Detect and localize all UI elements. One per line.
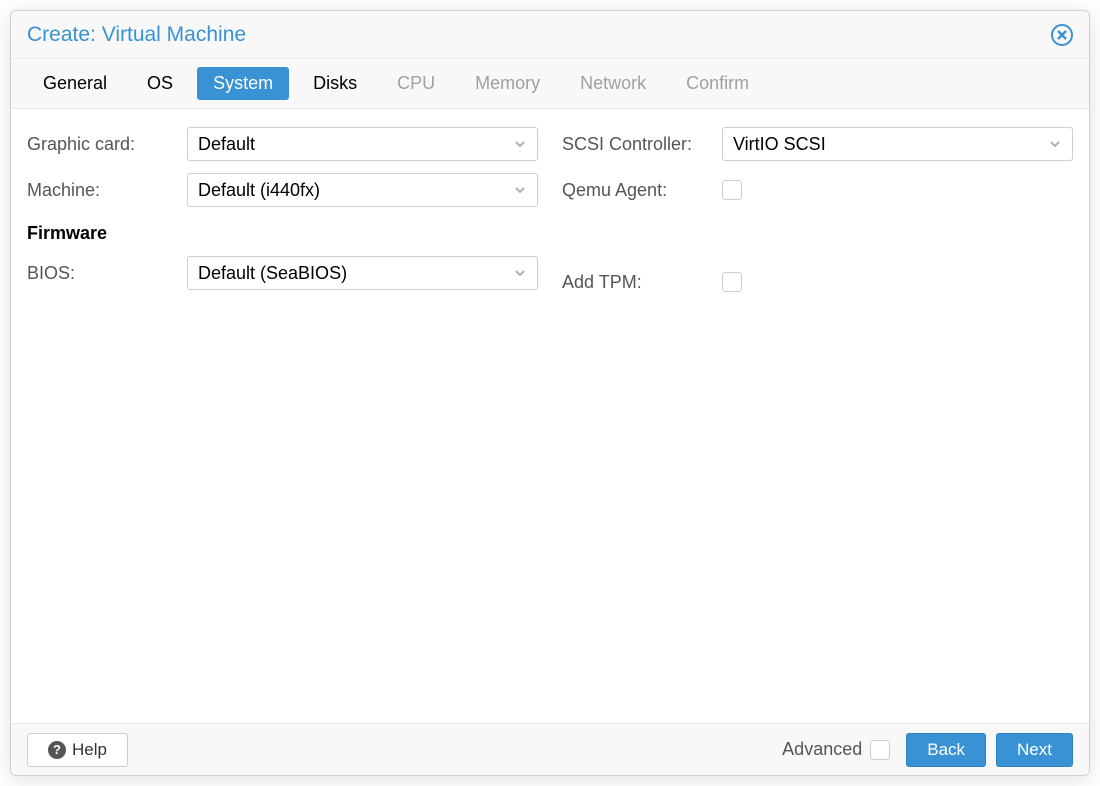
tab-general[interactable]: General [27, 67, 123, 100]
scsi-label: SCSI Controller: [562, 134, 722, 155]
machine-label: Machine: [27, 180, 187, 201]
qemu-agent-label: Qemu Agent: [562, 180, 722, 201]
next-button[interactable]: Next [996, 733, 1073, 767]
machine-select[interactable]: Default (i440fx) [187, 173, 538, 207]
help-label: Help [72, 740, 107, 760]
graphic-card-label: Graphic card: [27, 134, 187, 155]
graphic-card-value: Default [198, 134, 255, 155]
machine-value: Default (i440fx) [198, 180, 320, 201]
firmware-heading: Firmware [27, 223, 538, 244]
scsi-row: SCSI Controller: VirtIO SCSI [562, 127, 1073, 161]
dialog-body: Graphic card: Default Machine: Default (… [11, 109, 1089, 723]
bios-label: BIOS: [27, 263, 187, 284]
add-tpm-checkbox[interactable] [722, 272, 742, 292]
advanced-label: Advanced [782, 739, 862, 760]
dialog-title: Create: Virtual Machine [27, 23, 246, 47]
advanced-toggle[interactable]: Advanced [782, 739, 890, 760]
chevron-down-icon [513, 183, 527, 197]
tab-confirm[interactable]: Confirm [670, 67, 765, 100]
tab-system[interactable]: System [197, 67, 289, 100]
bios-value: Default (SeaBIOS) [198, 263, 347, 284]
tab-disks[interactable]: Disks [297, 67, 373, 100]
chevron-down-icon [1048, 137, 1062, 151]
tab-memory[interactable]: Memory [459, 67, 556, 100]
spacer [562, 219, 1073, 253]
right-column: SCSI Controller: VirtIO SCSI Qemu Agent:… [562, 127, 1073, 705]
close-icon [1056, 29, 1068, 41]
footer-left: ? Help [27, 733, 128, 767]
tab-os[interactable]: OS [131, 67, 189, 100]
help-icon: ? [48, 741, 66, 759]
scsi-controller-select[interactable]: VirtIO SCSI [722, 127, 1073, 161]
help-button[interactable]: ? Help [27, 733, 128, 767]
advanced-checkbox[interactable] [870, 740, 890, 760]
back-button[interactable]: Back [906, 733, 986, 767]
left-column: Graphic card: Default Machine: Default (… [27, 127, 538, 705]
close-button[interactable] [1051, 24, 1073, 46]
wizard-tabs: General OS System Disks CPU Memory Netwo… [11, 59, 1089, 109]
scsi-value: VirtIO SCSI [733, 134, 826, 155]
add-tpm-row: Add TPM: [562, 265, 1073, 299]
bios-row: BIOS: Default (SeaBIOS) [27, 256, 538, 290]
chevron-down-icon [513, 266, 527, 280]
machine-row: Machine: Default (i440fx) [27, 173, 538, 207]
chevron-down-icon [513, 137, 527, 151]
bios-select[interactable]: Default (SeaBIOS) [187, 256, 538, 290]
dialog-footer: ? Help Advanced Back Next [11, 723, 1089, 775]
graphic-card-select[interactable]: Default [187, 127, 538, 161]
qemu-agent-checkbox[interactable] [722, 180, 742, 200]
back-label: Back [927, 740, 965, 760]
tab-network[interactable]: Network [564, 67, 662, 100]
tab-cpu[interactable]: CPU [381, 67, 451, 100]
dialog-header: Create: Virtual Machine [11, 11, 1089, 59]
qemu-agent-row: Qemu Agent: [562, 173, 1073, 207]
create-vm-dialog: Create: Virtual Machine General OS Syste… [10, 10, 1090, 776]
next-label: Next [1017, 740, 1052, 760]
add-tpm-label: Add TPM: [562, 272, 722, 293]
footer-right: Advanced Back Next [782, 733, 1073, 767]
graphic-card-row: Graphic card: Default [27, 127, 538, 161]
